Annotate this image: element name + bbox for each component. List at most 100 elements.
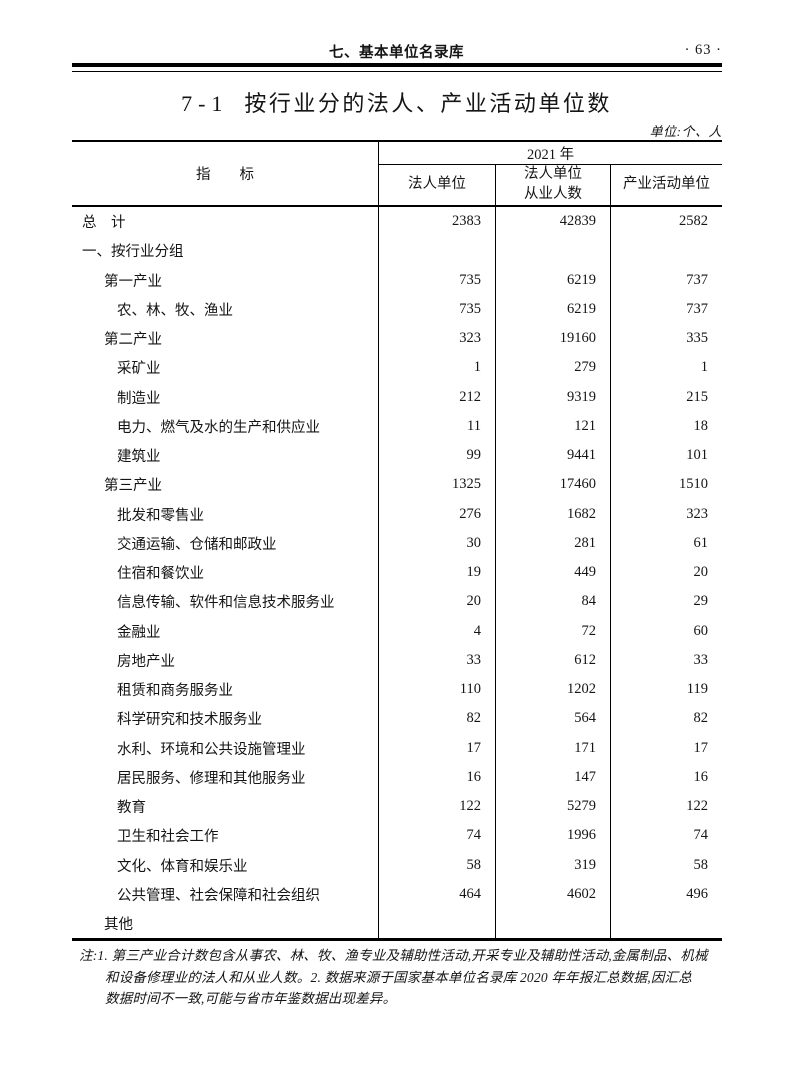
year-spanner-header: 2021 年: [378, 142, 722, 165]
cell-activity-units: 60: [610, 616, 722, 646]
table-title: 7-1 按行业分的法人、产业活动单位数: [0, 86, 793, 118]
table-row: 第三产业 1325 17460 1510: [72, 470, 722, 500]
footnote-line: 注:1. 第三产业合计数包含从事农、林、牧、渔专业及辅助性活动,开采专业及辅助性…: [79, 948, 708, 963]
column-header-employees: 法人单位 从业人数: [495, 165, 610, 205]
table-row: 制造业 212 9319 215: [72, 382, 722, 412]
row-label: 一、按行业分组: [82, 244, 184, 261]
row-label: 教育: [117, 800, 146, 817]
cell-activity-units: 323: [610, 499, 722, 529]
cell-employees: 1996: [495, 821, 610, 851]
cell-employees: 279: [495, 353, 610, 383]
cell-activity-units: 61: [610, 528, 722, 558]
cell-activity-units: 737: [610, 265, 722, 295]
cell-activity-units: 58: [610, 850, 722, 880]
header-rule-thin: [72, 70, 722, 72]
table-row: 采矿业 1 279 1: [72, 353, 722, 383]
row-label: 居民服务、修理和其他服务业: [117, 770, 306, 787]
table-row: 批发和零售业 276 1682 323: [72, 499, 722, 529]
cell-legal-units: 82: [378, 704, 495, 734]
unit-note: 单位:个、人: [649, 124, 722, 139]
cell-employees: 17460: [495, 470, 610, 500]
cell-legal-units: 323: [378, 324, 495, 354]
cell-legal-units: 735: [378, 265, 495, 295]
cell-legal-units: 74: [378, 821, 495, 851]
cell-employees: 147: [495, 762, 610, 792]
cell-employees: 84: [495, 587, 610, 617]
cell-legal-units: 735: [378, 294, 495, 324]
row-label: 交通运输、仓储和邮政业: [117, 536, 277, 553]
cell-legal-units: 2383: [378, 207, 495, 237]
table-row: 文化、体育和娱乐业 58 319 58: [72, 850, 722, 880]
cell-activity-units: 1: [610, 353, 722, 383]
cell-activity-units: 16: [610, 762, 722, 792]
cell-employees: 5279: [495, 792, 610, 822]
row-label: 卫生和社会工作: [117, 829, 219, 846]
column-header-legal-units-label: 法人单位: [408, 176, 466, 193]
row-label: 采矿业: [117, 361, 161, 378]
cell-activity-units: 737: [610, 294, 722, 324]
cell-legal-units: 464: [378, 879, 495, 909]
row-label: 科学研究和技术服务业: [117, 712, 262, 729]
cell-legal-units: 1: [378, 353, 495, 383]
cell-activity-units: 335: [610, 324, 722, 354]
cell-legal-units: 58: [378, 850, 495, 880]
cell-legal-units: 16: [378, 762, 495, 792]
cell-employees: 4602: [495, 879, 610, 909]
row-label: 公共管理、社会保障和社会组织: [117, 887, 320, 904]
row-label: 租赁和商务服务业: [117, 683, 233, 700]
table-row: 其他: [72, 909, 722, 939]
cell-employees: 42839: [495, 207, 610, 237]
row-label: 制造业: [117, 390, 161, 407]
table-row: 租赁和商务服务业 110 1202 119: [72, 675, 722, 705]
table-row: 第一产业 735 6219 737: [72, 265, 722, 295]
column-header-activity-units-label: 产业活动单位: [623, 176, 710, 193]
cell-legal-units: 276: [378, 499, 495, 529]
cell-employees: 121: [495, 411, 610, 441]
cell-employees: 612: [495, 645, 610, 675]
cell-legal-units: 99: [378, 441, 495, 471]
table-row: 交通运输、仓储和邮政业 30 281 61: [72, 528, 722, 558]
table-row: 卫生和社会工作 74 1996 74: [72, 821, 722, 851]
row-label: 建筑业: [117, 449, 161, 466]
table-row: 建筑业 99 9441 101: [72, 441, 722, 471]
running-head: 七、基本单位名录库: [329, 45, 464, 61]
cell-legal-units: 33: [378, 645, 495, 675]
row-label: 电力、燃气及水的生产和供应业: [117, 419, 320, 436]
cell-activity-units: [610, 236, 722, 266]
table-row: 农、林、牧、渔业 735 6219 737: [72, 294, 722, 324]
table-row: 一、按行业分组: [72, 236, 722, 266]
header-rule-thick: [72, 63, 722, 67]
cell-legal-units: 110: [378, 675, 495, 705]
row-label: 第三产业: [104, 478, 162, 495]
row-label: 信息传输、软件和信息技术服务业: [117, 595, 335, 612]
cell-legal-units: 20: [378, 587, 495, 617]
cell-activity-units: 496: [610, 879, 722, 909]
cell-activity-units: 18: [610, 411, 722, 441]
statistics-table: 指 标 2021 年 法人单位 法人单位 从业人数 产业活动单位 总 计 238…: [72, 140, 722, 942]
cell-employees: 19160: [495, 324, 610, 354]
cell-legal-units: [378, 909, 495, 939]
cell-employees: 9319: [495, 382, 610, 412]
cell-employees: 281: [495, 528, 610, 558]
column-header-employees-line1: 法人单位: [524, 166, 582, 183]
row-label: 批发和零售业: [117, 507, 204, 524]
cell-activity-units: 82: [610, 704, 722, 734]
cell-legal-units: 30: [378, 528, 495, 558]
cell-legal-units: 122: [378, 792, 495, 822]
cell-legal-units: 1325: [378, 470, 495, 500]
row-label: 其他: [104, 917, 133, 934]
table-row: 第二产业 323 19160 335: [72, 324, 722, 354]
cell-legal-units: [378, 236, 495, 266]
cell-activity-units: 122: [610, 792, 722, 822]
row-label: 住宿和餐饮业: [117, 566, 204, 583]
footnote-line: 和设备修理业的法人和从业人数。2. 数据来源于国家基本单位名录库 2020 年年…: [105, 969, 692, 985]
table-row: 水利、环境和公共设施管理业 17 171 17: [72, 733, 722, 763]
table-row: 住宿和餐饮业 19 449 20: [72, 558, 722, 588]
column-header-legal-units: 法人单位: [378, 165, 495, 205]
cell-employees: 1682: [495, 499, 610, 529]
cell-employees: 72: [495, 616, 610, 646]
row-label: 农、林、牧、渔业: [117, 302, 233, 319]
cell-legal-units: 11: [378, 411, 495, 441]
cell-activity-units: 20: [610, 558, 722, 588]
footnotes: 注:1. 第三产业合计数包含从事农、林、牧、渔专业及辅助性活动,开采专业及辅助性…: [79, 945, 708, 1010]
